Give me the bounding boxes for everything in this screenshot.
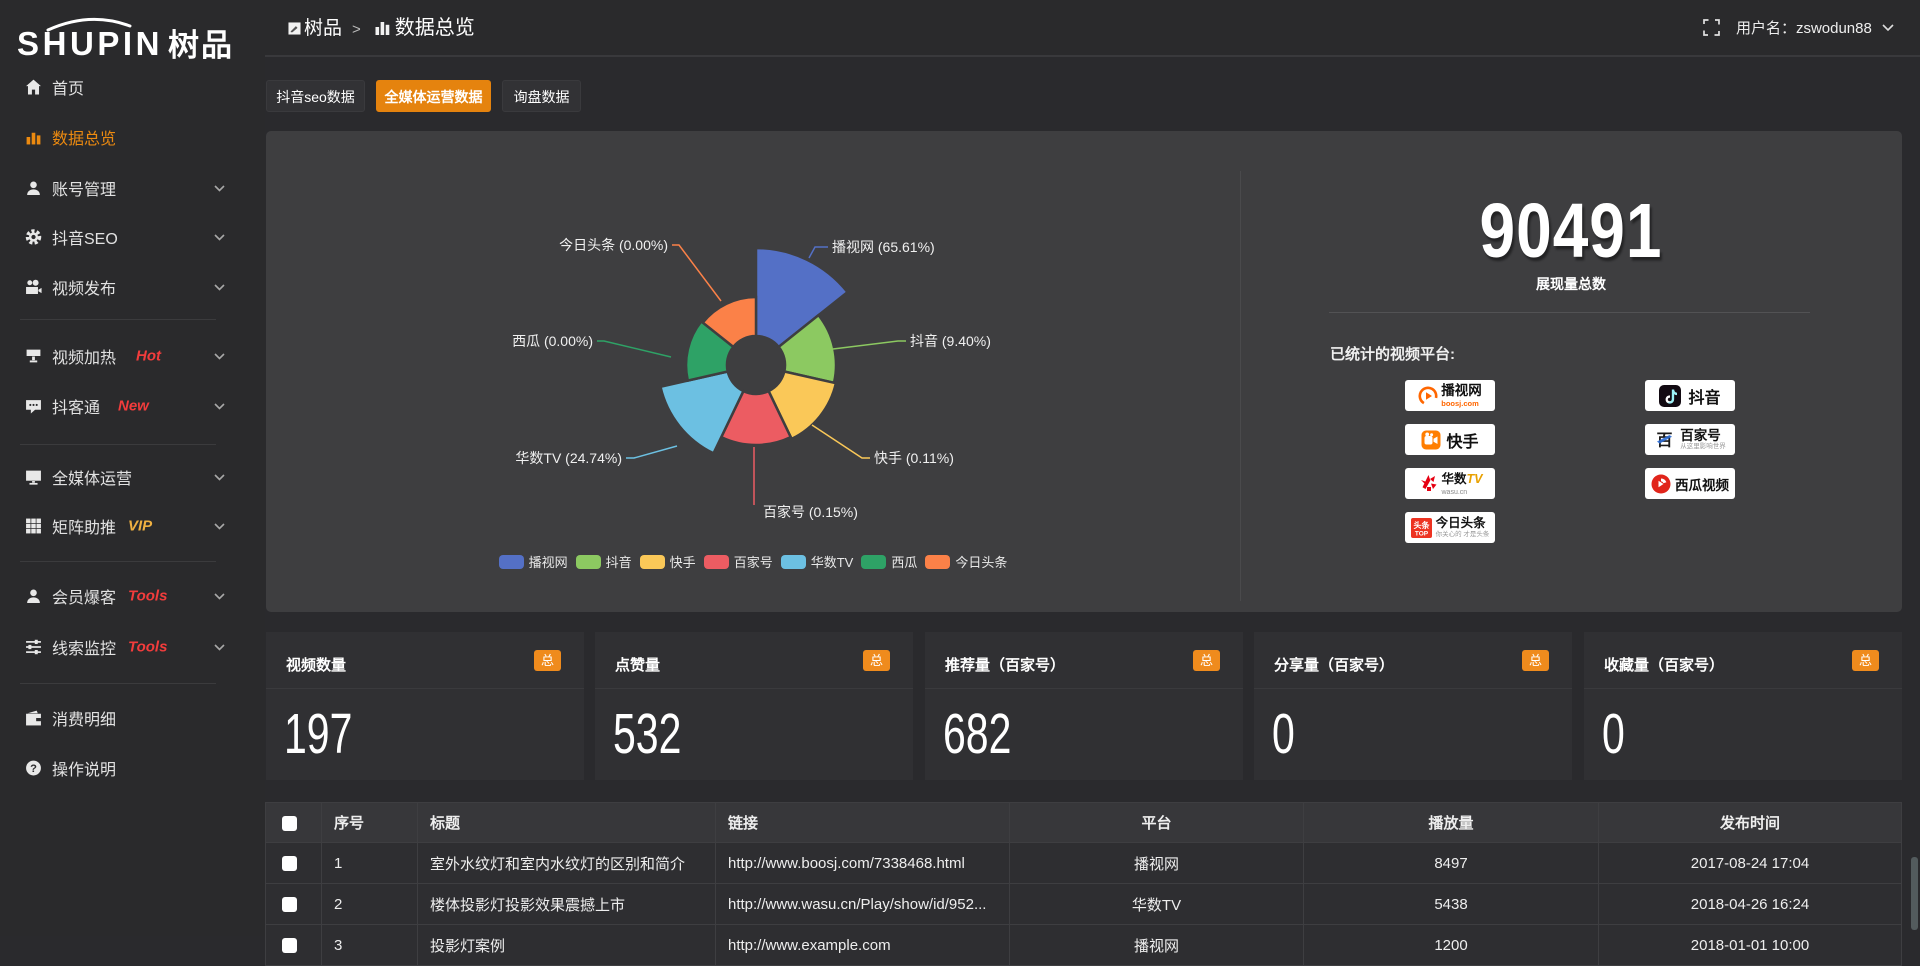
svg-text:TOP: TOP — [1414, 530, 1428, 537]
svg-text:百家号 (0.15%): 百家号 (0.15%) — [763, 504, 858, 520]
svg-text:快手 (0.11%): 快手 (0.11%) — [874, 450, 954, 466]
svg-text:SHUPIN: SHUPIN — [18, 25, 160, 62]
svg-text:头条: 头条 — [1413, 520, 1430, 530]
svg-text:今日头条 (0.00%): 今日头条 (0.00%) — [559, 237, 668, 253]
svg-text:树品: 树品 — [168, 28, 234, 63]
svg-text:华数TV (24.74%): 华数TV (24.74%) — [515, 450, 622, 466]
svg-text:播视网 (65.61%): 播视网 (65.61%) — [832, 239, 935, 255]
svg-text:抖音 (9.40%): 抖音 (9.40%) — [910, 333, 991, 349]
svg-text:西瓜 (0.00%): 西瓜 (0.00%) — [512, 333, 593, 349]
svg-text:?: ? — [30, 763, 37, 775]
